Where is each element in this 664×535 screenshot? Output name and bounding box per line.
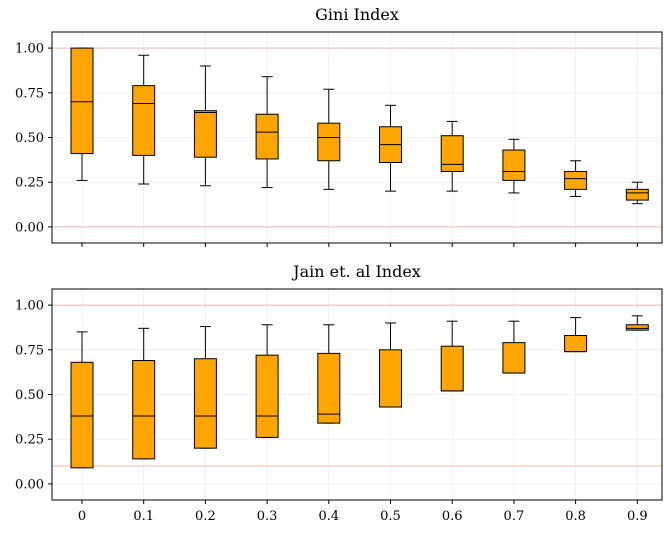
x-tick-label: 0.6 — [442, 509, 463, 524]
box-body — [502, 342, 526, 374]
box-0.1 — [132, 54, 156, 185]
y-tick-label: 0.00 — [15, 477, 44, 492]
box-body — [440, 135, 464, 172]
box-body — [255, 354, 279, 438]
box-body — [132, 360, 156, 460]
y-tick-label: 0.25 — [15, 176, 44, 191]
x-tick-label: 0.1 — [133, 509, 154, 524]
y-tick-label: 1.00 — [15, 299, 44, 314]
box-body — [317, 122, 341, 162]
y-tick-label: 0.75 — [15, 343, 44, 358]
box-0.8 — [564, 317, 588, 353]
box-0.2 — [193, 65, 217, 187]
x-tick-label: 0.7 — [504, 509, 525, 524]
box-body — [379, 349, 402, 408]
panel-gini: Gini Index 0.00 0.25 0.50 0.75 1.00 — [15, 5, 663, 247]
box-body — [564, 170, 588, 190]
y-tick-label: 0.50 — [15, 131, 44, 146]
x-tick-label: 0.4 — [318, 509, 339, 524]
panel-title: Gini Index — [315, 5, 399, 24]
x-tick-label: 0.5 — [380, 509, 401, 524]
box-body — [625, 324, 649, 331]
box-0.8 — [564, 160, 588, 198]
box-body — [440, 345, 464, 392]
box-0.7 — [502, 138, 526, 194]
box-body — [193, 358, 217, 449]
box-0.4 — [317, 88, 341, 190]
box-0.3 — [255, 324, 279, 438]
x-tick-label: 0 — [78, 509, 86, 524]
y-tick-label: 1.00 — [15, 42, 44, 57]
box-0 — [70, 331, 94, 469]
box-0.6 — [440, 320, 464, 392]
y-tick-label: 0.50 — [15, 388, 44, 403]
panel-title: Jain et. al Index — [291, 262, 421, 281]
box-0.1 — [132, 327, 156, 460]
box-0.5 — [379, 104, 402, 192]
box-body — [625, 188, 649, 201]
box-0.9 — [625, 181, 649, 205]
box-0.4 — [317, 324, 341, 424]
y-tick-label: 0.00 — [15, 220, 44, 235]
box-body — [255, 113, 279, 160]
box-body — [70, 47, 94, 155]
box-body — [564, 334, 588, 353]
y-tick-label: 0.25 — [15, 433, 44, 448]
panel-jain: Jain et. al Index 0.00 0.25 0.50 0.75 1.00 0 0.… — [15, 262, 663, 524]
box-0.2 — [193, 326, 217, 449]
box-body — [132, 85, 156, 156]
box-0.3 — [255, 76, 279, 189]
x-tick-label: 0.9 — [627, 509, 648, 524]
box-0 — [70, 47, 94, 181]
x-tick-label: 0.3 — [257, 509, 278, 524]
box-0.6 — [440, 120, 464, 192]
y-tick-label: 0.75 — [15, 86, 44, 101]
x-tick-label: 0.2 — [195, 509, 216, 524]
box-0.9 — [625, 315, 649, 331]
box-body — [317, 352, 341, 424]
box-body — [502, 149, 526, 181]
x-tick-label: 0.8 — [565, 509, 586, 524]
box-0.5 — [379, 322, 402, 408]
box-body — [70, 361, 94, 469]
box-0.7 — [502, 320, 526, 374]
box-body — [193, 110, 217, 158]
